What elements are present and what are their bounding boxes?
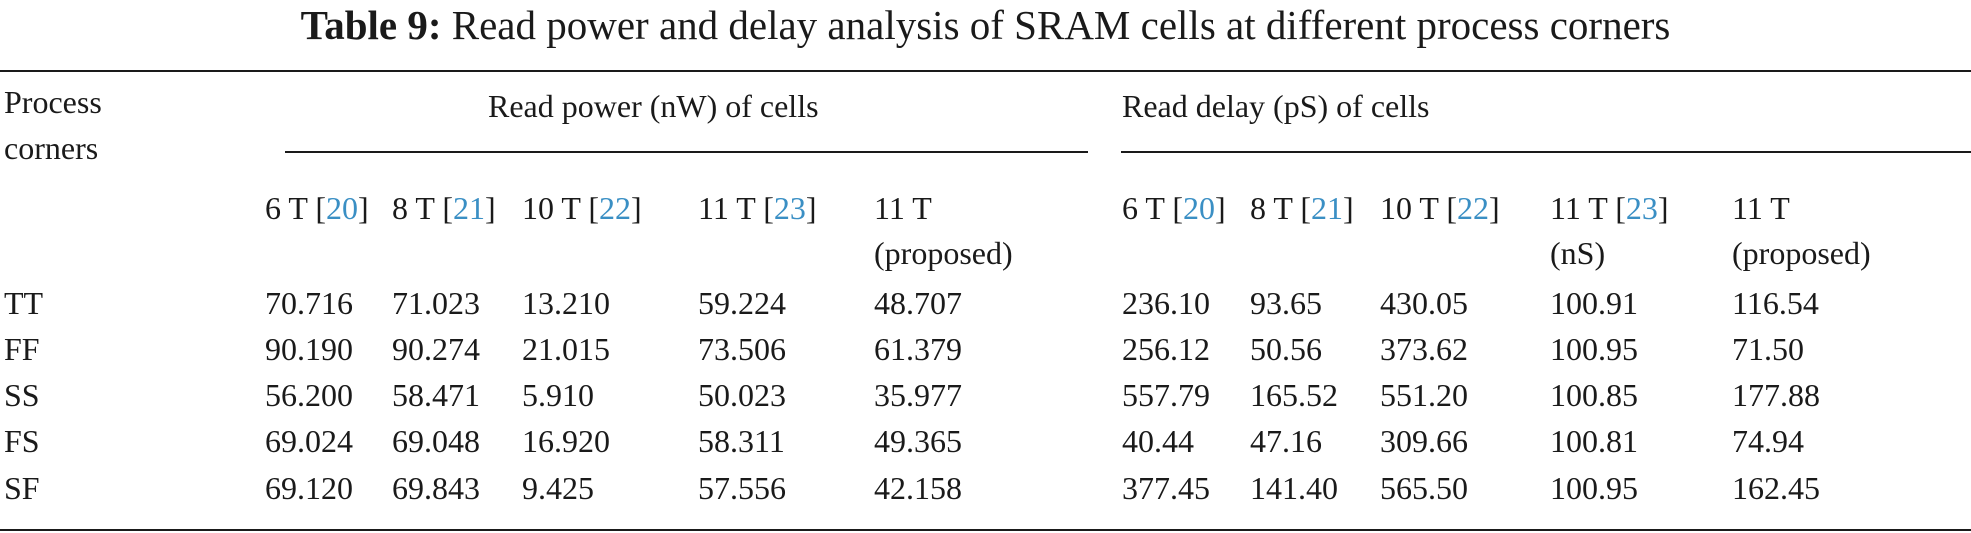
power-col-header: 8 T [21] — [392, 190, 496, 226]
power-cell: 35.977 — [874, 377, 962, 413]
delay-cell: 141.40 — [1250, 470, 1338, 506]
citation-link[interactable]: 20 — [1183, 190, 1216, 226]
col-header-name: 11 T — [1550, 190, 1608, 226]
power-cell: 90.274 — [392, 331, 480, 367]
citation-link[interactable]: 23 — [1625, 190, 1658, 226]
col-header-name: 6 T — [1122, 190, 1165, 226]
power-cell: 56.200 — [265, 377, 353, 413]
power-cell: 70.716 — [265, 285, 353, 321]
power-col-header: 11 T [23] — [698, 190, 817, 226]
power-cell: 61.379 — [874, 331, 962, 367]
row-header-label-line1: Process — [4, 84, 102, 120]
delay-cell: 50.56 — [1250, 331, 1322, 367]
power-col-header: 6 T [20] — [265, 190, 369, 226]
power-cell: 49.365 — [874, 423, 962, 459]
delay-cell: 430.05 — [1380, 285, 1468, 321]
delay-group-rule — [1121, 151, 1971, 153]
power-cell: 50.023 — [698, 377, 786, 413]
delay-cell: 256.12 — [1122, 331, 1210, 367]
citation-link[interactable]: 21 — [1311, 190, 1344, 226]
power-cell: 16.920 — [522, 423, 610, 459]
power-cell: 90.190 — [265, 331, 353, 367]
power-cell: 69.024 — [265, 423, 353, 459]
delay-group-header: Read delay (pS) of cells — [1122, 88, 1430, 124]
power-cell: 71.023 — [392, 285, 480, 321]
power-cell: 58.311 — [698, 423, 785, 459]
power-cell: 5.910 — [522, 377, 594, 413]
bottom-rule — [0, 529, 1971, 531]
power-cell: 13.210 — [522, 285, 610, 321]
power-cell: 57.556 — [698, 470, 786, 506]
delay-cell: 162.45 — [1732, 470, 1820, 506]
power-cell: 58.471 — [392, 377, 480, 413]
citation-link[interactable]: 22 — [1457, 190, 1490, 226]
top-rule — [0, 70, 1971, 72]
delay-cell: 551.20 — [1380, 377, 1468, 413]
delay-cell: 377.45 — [1122, 470, 1210, 506]
col-header-name: 10 T — [1380, 190, 1439, 226]
row-corner-label: SF — [4, 470, 40, 506]
col-header-name: 8 T — [1250, 190, 1293, 226]
power-cell: 21.015 — [522, 331, 610, 367]
delay-cell: 47.16 — [1250, 423, 1322, 459]
delay-col-header: 11 T [23] — [1550, 190, 1669, 226]
row-corner-label: TT — [4, 285, 44, 321]
power-col-header: 10 T [22] — [522, 190, 642, 226]
delay-cell: 100.85 — [1550, 377, 1638, 413]
power-col-header-line2: (proposed) — [874, 235, 1013, 271]
power-cell: 69.048 — [392, 423, 480, 459]
delay-col-header-line2: (nS) — [1550, 235, 1606, 271]
citation-link[interactable]: 22 — [599, 190, 632, 226]
delay-cell: 100.81 — [1550, 423, 1638, 459]
citation-link[interactable]: 23 — [773, 190, 806, 226]
delay-cell: 373.62 — [1380, 331, 1468, 367]
delay-cell: 309.66 — [1380, 423, 1468, 459]
delay-cell: 565.50 — [1380, 470, 1468, 506]
table-caption: Table 9: Read power and delay analysis o… — [0, 0, 1971, 50]
delay-col-header-line2: (proposed) — [1732, 235, 1871, 271]
delay-cell: 557.79 — [1122, 377, 1210, 413]
delay-cell: 165.52 — [1250, 377, 1338, 413]
power-group-header: Read power (nW) of cells — [488, 88, 819, 124]
col-header-name: 11 T — [874, 190, 932, 226]
power-group-rule — [285, 151, 1088, 153]
delay-cell: 40.44 — [1122, 423, 1194, 459]
delay-cell: 236.10 — [1122, 285, 1210, 321]
delay-cell: 100.91 — [1550, 285, 1638, 321]
power-cell: 42.158 — [874, 470, 962, 506]
col-header-name: 11 T — [698, 190, 756, 226]
delay-col-header: 10 T [22] — [1380, 190, 1500, 226]
col-header-name: 10 T — [522, 190, 581, 226]
col-header-name: 8 T — [392, 190, 435, 226]
power-cell: 48.707 — [874, 285, 962, 321]
delay-cell: 100.95 — [1550, 331, 1638, 367]
delay-col-header: 11 T — [1732, 190, 1790, 227]
delay-cell: 71.50 — [1732, 331, 1804, 367]
caption-label: Table 9: — [300, 2, 442, 48]
power-cell: 59.224 — [698, 285, 786, 321]
row-corner-label: FF — [4, 331, 40, 367]
col-header-name: 11 T — [1732, 190, 1790, 226]
power-cell: 9.425 — [522, 470, 594, 506]
power-cell: 69.120 — [265, 470, 353, 506]
row-header-label-line2: corners — [4, 130, 99, 166]
delay-col-header: 8 T [21] — [1250, 190, 1354, 226]
row-corner-label: SS — [4, 377, 40, 413]
row-corner-label: FS — [4, 423, 40, 459]
power-col-header: 11 T — [874, 190, 932, 227]
delay-cell: 177.88 — [1732, 377, 1820, 413]
power-cell: 73.506 — [698, 331, 786, 367]
caption-text: Read power and delay analysis of SRAM ce… — [451, 2, 1671, 48]
citation-link[interactable]: 20 — [326, 190, 359, 226]
delay-cell: 74.94 — [1732, 423, 1804, 459]
col-header-name: 6 T — [265, 190, 308, 226]
delay-col-header: 6 T [20] — [1122, 190, 1226, 226]
delay-cell: 93.65 — [1250, 285, 1322, 321]
citation-link[interactable]: 21 — [453, 190, 486, 226]
delay-cell: 116.54 — [1732, 285, 1819, 321]
power-cell: 69.843 — [392, 470, 480, 506]
delay-cell: 100.95 — [1550, 470, 1638, 506]
